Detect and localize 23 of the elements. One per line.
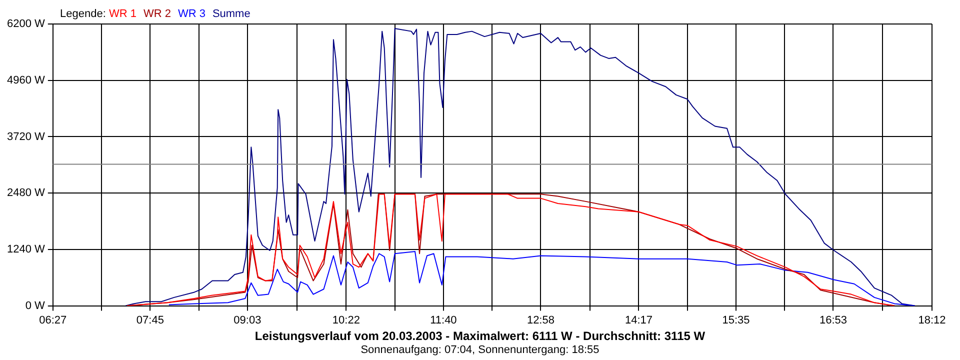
text: WR 1 — [108, 8, 136, 20]
x-tick-label: 10:22 — [332, 314, 360, 326]
x-tick-label: 09:03 — [234, 314, 262, 326]
y-tick-label: 6200 W — [6, 18, 46, 30]
x-tick-label: 06:27 — [39, 314, 67, 326]
y-tick-label: 0 W — [25, 300, 46, 312]
y-tick-label: 4960 W — [6, 74, 46, 86]
text: WR 2 — [143, 8, 171, 20]
x-tick-label: 14:17 — [624, 314, 652, 326]
x-tick-label: 16:53 — [819, 314, 848, 326]
x-tick-label: 07:45 — [136, 314, 164, 326]
x-tick-label: 18:12 — [918, 314, 946, 326]
x-tick-label: 12:58 — [526, 314, 554, 326]
text: Summe — [212, 8, 250, 20]
legend-title: Legende: — [60, 8, 107, 20]
x-tick-label: 15:35 — [722, 314, 750, 326]
y-tick-label: 3720 W — [6, 130, 46, 143]
text: Leistungsverlauf vom 20.03.2003 - Maximalwert: 6111 W - Durchschnitt: 3115 W — [254, 329, 706, 343]
text: WR 3 — [178, 8, 206, 20]
y-tick-label: 2480 W — [6, 187, 46, 200]
text: Sonnenaufgang: 07:04, Sonnenuntergang: 18:55 — [360, 344, 600, 356]
y-tick-label: 1240 W — [6, 243, 46, 256]
x-tick-label: 11:40 — [430, 314, 457, 326]
